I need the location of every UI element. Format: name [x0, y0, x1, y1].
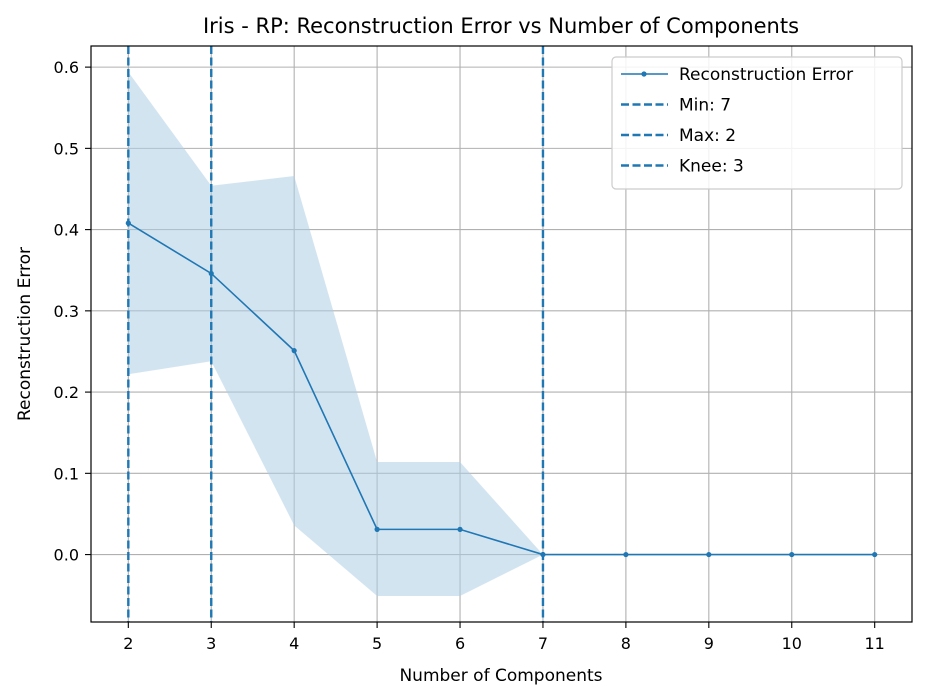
x-tick-label: 11	[865, 634, 885, 653]
x-tick-label: 3	[206, 634, 216, 653]
x-tick-label: 10	[782, 634, 802, 653]
data-point	[623, 551, 629, 558]
y-tick-label: 0.4	[54, 221, 79, 240]
legend-box	[611, 56, 903, 190]
x-tick-label: 9	[704, 634, 714, 653]
x-tick-label: 4	[289, 634, 299, 653]
x-tick-label: 8	[621, 634, 631, 653]
y-tick-label: 0.2	[54, 383, 79, 402]
x-tick-label: 5	[372, 634, 382, 653]
data-point	[706, 551, 712, 558]
error-band	[128, 71, 875, 597]
x-tick-label: 7	[538, 634, 548, 653]
series-layer	[125, 220, 878, 558]
reference-lines	[127, 46, 545, 622]
y-tick-label: 0.3	[54, 302, 79, 321]
data-point	[872, 551, 878, 558]
data-point	[457, 526, 463, 532]
error-band-0	[128, 71, 875, 597]
y-tick-label: 0.1	[54, 464, 79, 483]
x-axis-label: Number of Components	[399, 666, 602, 686]
data-point	[291, 348, 297, 354]
chart-title: Iris - RP: Reconstruction Error vs Numbe…	[203, 14, 799, 38]
x-ticks: 2 3 4 5 6 7 8 9 10 11	[123, 622, 885, 653]
data-point	[374, 526, 380, 532]
data-point	[208, 270, 214, 277]
legend-label: Min: 7	[679, 96, 731, 116]
plot-frame	[90, 45, 913, 623]
y-ticks: 0.0 0.1 0.2 0.3 0.4 0.5 0.6	[54, 58, 91, 565]
x-tick-label: 2	[123, 634, 133, 653]
data-point	[540, 551, 546, 558]
y-axis-label: Reconstruction Error	[15, 247, 35, 421]
legend-label: Reconstruction Error	[679, 65, 853, 85]
legend: Reconstruction Error Min: 7 Max: 2 Knee: 3	[611, 56, 903, 190]
x-tick-label: 6	[455, 634, 465, 653]
data-point	[789, 551, 795, 558]
data-point	[125, 220, 131, 226]
axes	[90, 45, 913, 623]
y-tick-label: 0.5	[54, 139, 79, 158]
legend-label: Knee: 3	[679, 157, 744, 177]
legend-label: Max: 2	[679, 126, 736, 146]
series-line-0	[127, 222, 875, 556]
legend-swatch-marker	[641, 71, 647, 77]
y-tick-label: 0.0	[54, 546, 79, 565]
y-tick-label: 0.6	[54, 58, 79, 77]
